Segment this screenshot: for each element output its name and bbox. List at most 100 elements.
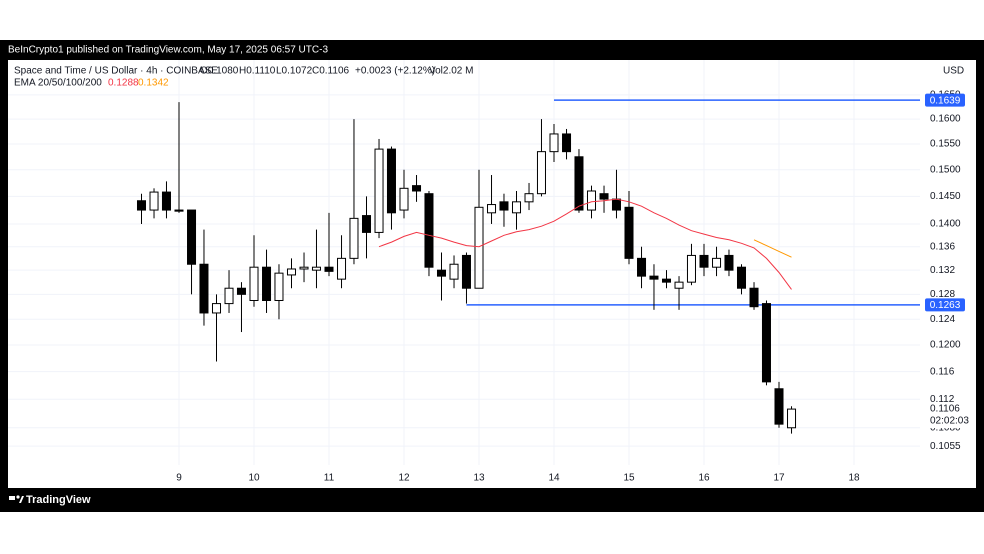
y-tick-label: 0.136 [930, 241, 955, 252]
candle-body [562, 133, 572, 153]
chart-title: Space and Time / US Dollar · 4h · COINBA… [14, 66, 218, 77]
last-price-label: 0.1106 [930, 404, 960, 415]
y-tick-label: 0.132 [930, 265, 955, 276]
y-tick-label: 0.1400 [930, 219, 961, 230]
y-tick-label: 0.1550 [930, 139, 961, 150]
candle-body [487, 204, 497, 214]
candle-body [199, 263, 209, 314]
candle-body [524, 193, 534, 203]
candle-body [324, 266, 334, 272]
countdown-label: 02:02:03 [930, 416, 969, 427]
axes: 0.16500.16000.15500.15000.14500.14000.13… [176, 90, 969, 484]
x-tick-label: 18 [848, 473, 860, 484]
x-tick-label: 12 [398, 473, 410, 484]
candle-body [412, 185, 422, 192]
price-label-box [925, 298, 965, 312]
candle-body [174, 209, 184, 212]
candle-body [299, 266, 309, 270]
candle-body [574, 156, 584, 211]
x-tick-label: 10 [248, 473, 260, 484]
candle-body [686, 254, 696, 283]
candle-body [649, 275, 659, 280]
candle-body [549, 133, 559, 153]
legend-change: +0.0023 (+2.12%) [355, 66, 435, 77]
ema-line [378, 198, 792, 290]
candle-body [399, 187, 409, 211]
indicator-name: EMA 20/50/100/200 [14, 78, 102, 89]
y-tick-label: 0.1500 [930, 164, 961, 175]
y-tick-label: 0.112 [930, 394, 955, 405]
candle-body [224, 287, 234, 305]
footer-brand: TradingView [26, 494, 91, 506]
currency: USD [943, 66, 964, 77]
legend-close: C0.1106 [312, 66, 350, 77]
candle-body [712, 257, 722, 268]
candle-body [311, 266, 321, 271]
candle-body [474, 206, 484, 289]
candle-body [436, 269, 447, 277]
y-tick-label: 0.1450 [930, 191, 961, 202]
price-label: 0.1639 [930, 95, 961, 106]
y-tick-label: 0.1600 [930, 114, 961, 125]
price-label: 0.1263 [930, 300, 961, 311]
ema-line [753, 239, 792, 258]
legend-high: H0.1110 [239, 66, 276, 77]
y-tick-label: 0.128 [930, 289, 955, 300]
candle-body [136, 200, 147, 211]
candle-body [274, 272, 284, 301]
candle-body [286, 268, 297, 276]
candle-body [149, 191, 159, 211]
candle-body [511, 201, 522, 214]
candle-body [724, 254, 734, 271]
candle-body [187, 209, 197, 265]
y-tick-label: 0.116 [930, 366, 955, 377]
x-tick-label: 14 [548, 473, 560, 484]
candle-body [599, 193, 609, 200]
candle-body [674, 281, 684, 289]
candle-body [774, 388, 784, 425]
candle-body [386, 148, 396, 214]
indicator-value: 0.1288 [108, 78, 139, 89]
price-label-box [925, 93, 965, 107]
plot-area [136, 99, 920, 434]
candle-body [161, 191, 171, 211]
legend-low: L0.1072 [276, 66, 313, 77]
candle-body [374, 148, 384, 233]
legend-volume: Vol2.02 M [429, 66, 473, 77]
candle-body [211, 303, 222, 314]
indicator-value: 0.1342 [138, 78, 169, 89]
x-tick-label: 15 [623, 473, 635, 484]
x-tick-label: 9 [176, 473, 182, 484]
candle-body [536, 151, 546, 195]
candle-body [787, 408, 797, 429]
candle-body [236, 287, 246, 295]
candle-body [637, 257, 647, 277]
candle-body [337, 257, 347, 280]
candle-body [611, 198, 621, 211]
published-note: BeInCrypto1 published on TradingView.com… [8, 45, 328, 56]
candle-body [361, 215, 372, 233]
candle-body [262, 266, 272, 301]
candle-body [749, 287, 759, 308]
tradingview-logo [9, 495, 24, 503]
last-price-box [925, 402, 969, 429]
y-tick-label: 0.124 [930, 314, 955, 325]
candle-body [761, 303, 771, 383]
legend-open: O0.1080 [200, 66, 239, 77]
y-tick-label: 0.1055 [930, 441, 961, 452]
x-tick-label: 16 [698, 473, 710, 484]
candle-body [624, 206, 634, 259]
x-tick-label: 11 [324, 473, 335, 484]
candle-body [699, 254, 709, 268]
candle-body [661, 278, 672, 283]
candle-body [249, 266, 259, 301]
candle-body [424, 193, 434, 268]
x-tick-label: 17 [773, 473, 785, 484]
y-tick-label: 0.1200 [930, 340, 961, 351]
candle-body [349, 217, 359, 259]
chart-background [8, 60, 976, 488]
candle-body [736, 266, 747, 289]
x-tick-label: 13 [473, 473, 485, 484]
